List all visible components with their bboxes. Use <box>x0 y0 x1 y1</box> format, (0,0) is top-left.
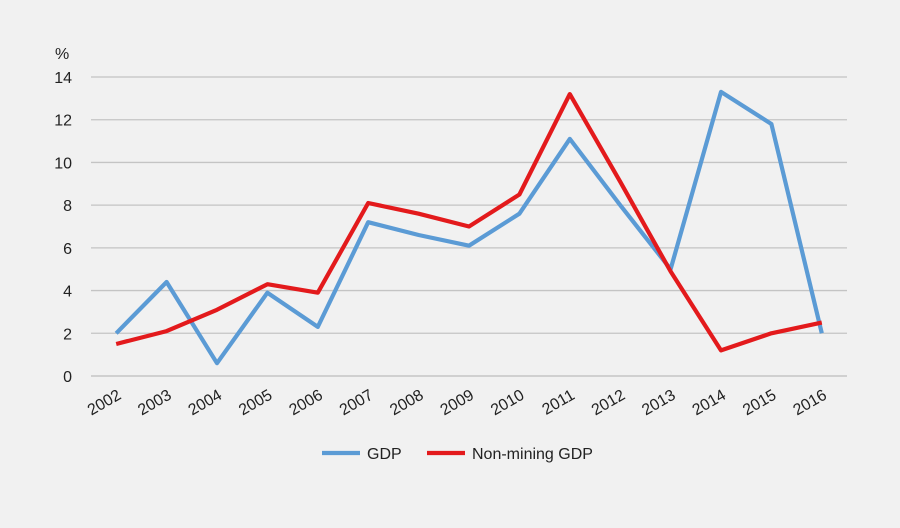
x-tick-label: 2004 <box>186 387 225 420</box>
series-group <box>114 89 824 366</box>
y-tick-label: 10 <box>54 155 72 172</box>
x-tick-label: 2011 <box>540 387 578 419</box>
x-tick-label: 2002 <box>85 387 124 420</box>
y-tick-label: 8 <box>63 198 72 215</box>
series-line-gdp <box>114 89 824 366</box>
y-tick-label: 14 <box>54 70 72 87</box>
y-tick-label: 2 <box>63 326 72 343</box>
legend: GDP Non-mining GDP <box>322 446 593 463</box>
x-tick-label: 2003 <box>135 387 174 420</box>
x-tick-label: 2005 <box>236 387 275 420</box>
y-tick-label: 4 <box>63 284 72 301</box>
x-tick-label: 2010 <box>488 387 527 420</box>
x-tick-label: 2009 <box>438 387 477 420</box>
y-axis-unit-label: % <box>55 46 69 63</box>
x-axis-ticks: 2002 2003 2004 2005 2006 2007 2008 2009 2010 2011… <box>85 387 830 420</box>
x-tick-label: 2007 <box>337 387 376 420</box>
legend-label: Non-mining GDP <box>472 446 593 463</box>
x-tick-label: 2012 <box>589 387 628 420</box>
y-axis-ticks: 0 2 4 6 8 10 12 14 <box>54 70 72 386</box>
x-tick-label: 2014 <box>690 387 729 420</box>
x-tick-label: 2016 <box>790 387 829 420</box>
gridlines <box>91 76 847 377</box>
x-tick-label: 2013 <box>639 387 678 420</box>
y-tick-label: 0 <box>63 369 72 386</box>
series-line-non-mining-gdp <box>115 91 823 353</box>
x-tick-label: 2008 <box>387 387 426 420</box>
legend-label: GDP <box>367 446 402 463</box>
x-tick-label: 2006 <box>286 387 325 420</box>
y-tick-label: 6 <box>63 241 72 258</box>
y-tick-label: 12 <box>54 113 72 130</box>
x-tick-label: 2015 <box>740 387 779 420</box>
